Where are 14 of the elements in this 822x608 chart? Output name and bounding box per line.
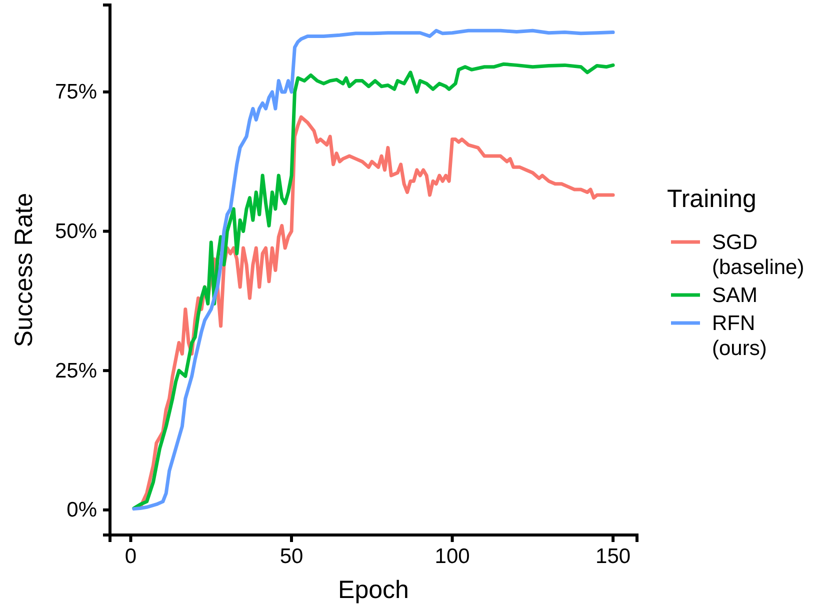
legend-label: RFN (ours) [712, 312, 767, 360]
x-tick-label: 150 [596, 544, 631, 568]
x-tick-label: 0 [124, 544, 137, 568]
legend-label: SAM [712, 284, 758, 307]
legend-title: Training [667, 185, 756, 213]
x-tick-label: 50 [280, 544, 304, 568]
y-tick-label: 25% [54, 359, 97, 382]
x-tick-label: 100 [434, 544, 470, 568]
y-tick-label: 50% [54, 220, 97, 243]
legend-label: SGD (baseline) [712, 231, 804, 279]
y-tick-label: 75% [54, 80, 97, 104]
x-axis-title: Epoch [338, 576, 409, 604]
y-tick-label: 0% [66, 498, 97, 522]
y-axis-title: Success Rate [10, 192, 38, 348]
